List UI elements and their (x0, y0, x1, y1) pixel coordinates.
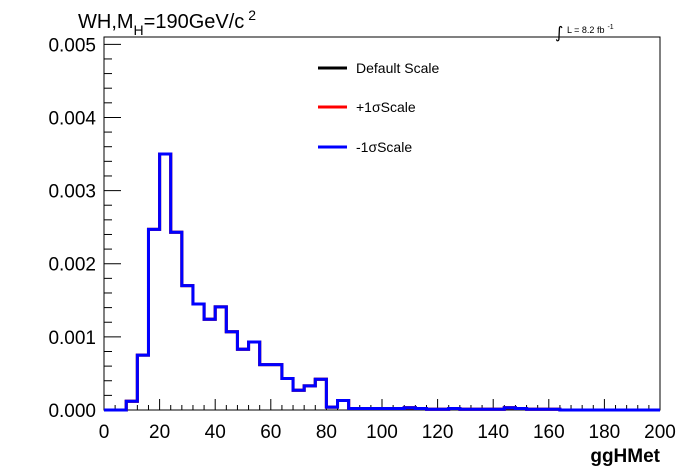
x-tick-label: 120 (422, 422, 454, 443)
legend: Default Scale +1σScale -1σScale (318, 60, 439, 155)
x-tick-label: 80 (316, 422, 337, 443)
legend-entry: +1σScale (356, 99, 416, 115)
luminosity-text: L = 8.2 fb (567, 25, 604, 35)
histogram-lines (104, 152, 660, 412)
x-tick-label: 200 (644, 422, 676, 443)
x-tick-label: 40 (205, 422, 226, 443)
title-subscript: H (134, 22, 144, 38)
x-axis-label: ggHMet (590, 446, 660, 467)
x-tick-label: 0 (99, 422, 110, 443)
luminosity-label: L = 8.2 fb -1 (567, 24, 614, 35)
x-tick-label: 140 (477, 422, 509, 443)
legend-entry: Default Scale (356, 60, 439, 76)
x-tick-label: 160 (533, 422, 565, 443)
series-line (104, 152, 660, 412)
x-tick-label: 180 (589, 422, 621, 443)
y-tick-label: 0.000 (48, 401, 96, 422)
series-line (104, 152, 660, 412)
integral-symbol: ∫ (555, 23, 563, 42)
x-tick-label: 20 (149, 422, 170, 443)
axes: 0 20 40 60 80 100 120 140 160 180 200 0.000 0.001 0.0… (48, 35, 675, 443)
title-main: WH,M (78, 11, 134, 33)
luminosity-superscript: -1 (607, 24, 613, 31)
series-line (104, 152, 660, 412)
title-rest: =190GeV/c (144, 11, 245, 33)
y-tick-label: 0.001 (48, 328, 96, 349)
x-tick-label: 100 (366, 422, 398, 443)
title-superscript: 2 (248, 7, 256, 23)
y-tick-label: 0.005 (48, 35, 96, 56)
plot-frame (103, 36, 661, 411)
y-tick-label: 0.003 (48, 182, 96, 203)
x-tick-label: 60 (260, 422, 281, 443)
y-tick-label: 0.004 (48, 108, 96, 129)
y-tick-label: 0.002 (48, 255, 96, 276)
chart-title: WH,MH=190GeV/c 2 (78, 7, 256, 38)
legend-entry: -1σScale (356, 139, 412, 155)
